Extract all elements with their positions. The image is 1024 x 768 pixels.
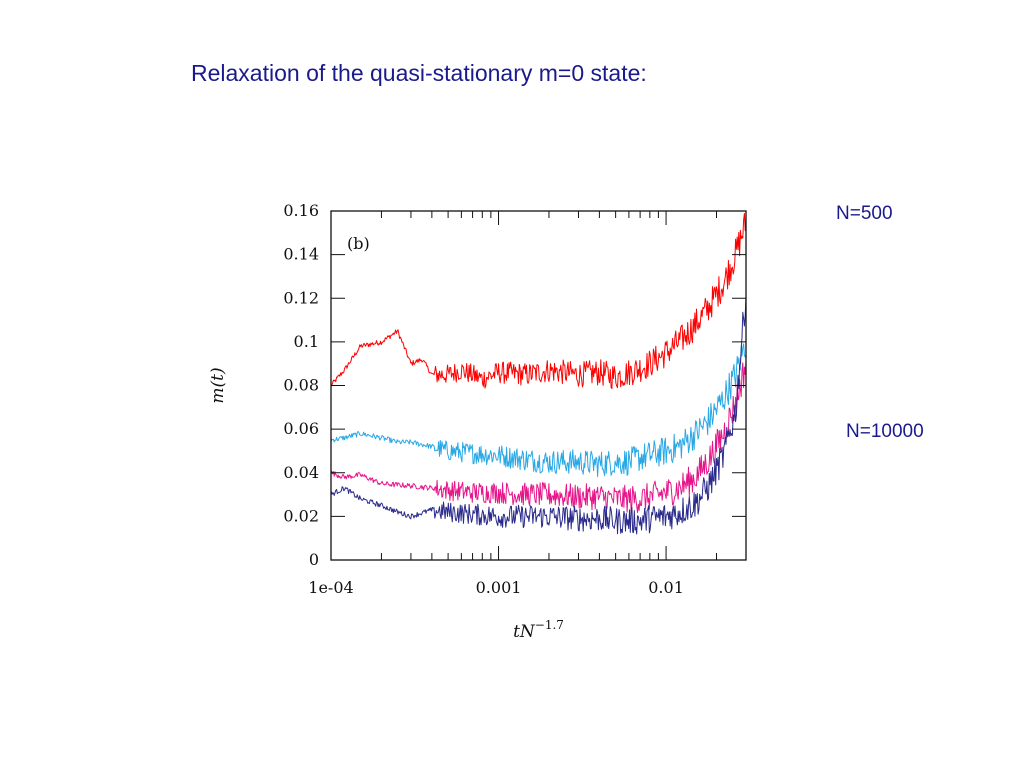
x-tick-label: 0.001 xyxy=(476,578,522,597)
panel-label: (b) xyxy=(347,234,370,253)
y-tick-label: 0.08 xyxy=(283,376,319,395)
series-line-2 xyxy=(330,343,747,478)
x-axis-label: tN−1.7 xyxy=(513,618,564,642)
y-tick-label: 0.06 xyxy=(283,419,319,438)
y-axis-label: m(t) xyxy=(208,367,228,403)
y-tick-label: 0.02 xyxy=(283,506,319,525)
series-layer xyxy=(330,213,747,535)
y-tick-label: 0.04 xyxy=(283,463,319,482)
slide-title: Relaxation of the quasi-stationary m=0 s… xyxy=(191,60,647,86)
x-tick-label: 0.01 xyxy=(648,578,684,597)
series-line-4 xyxy=(330,296,747,535)
annotation-n10000: N=10000 xyxy=(846,421,924,442)
x-tick-label: 1e-04 xyxy=(308,578,353,597)
y-tick-label: 0.16 xyxy=(283,201,319,220)
y-tick-label: 0.14 xyxy=(283,245,319,264)
y-tick-label: 0.1 xyxy=(294,332,319,351)
series-line-3 xyxy=(330,362,747,513)
y-tick-label: 0 xyxy=(309,550,319,569)
annotation-n500: N=500 xyxy=(836,203,893,224)
series-line-1 xyxy=(330,213,747,390)
ticks-layer: 0 0.02 0.04 0.06 0.08 0.1 0.12 0.14 0.16 1e-04 0.0… xyxy=(283,201,747,597)
y-tick-label: 0.12 xyxy=(283,288,319,307)
